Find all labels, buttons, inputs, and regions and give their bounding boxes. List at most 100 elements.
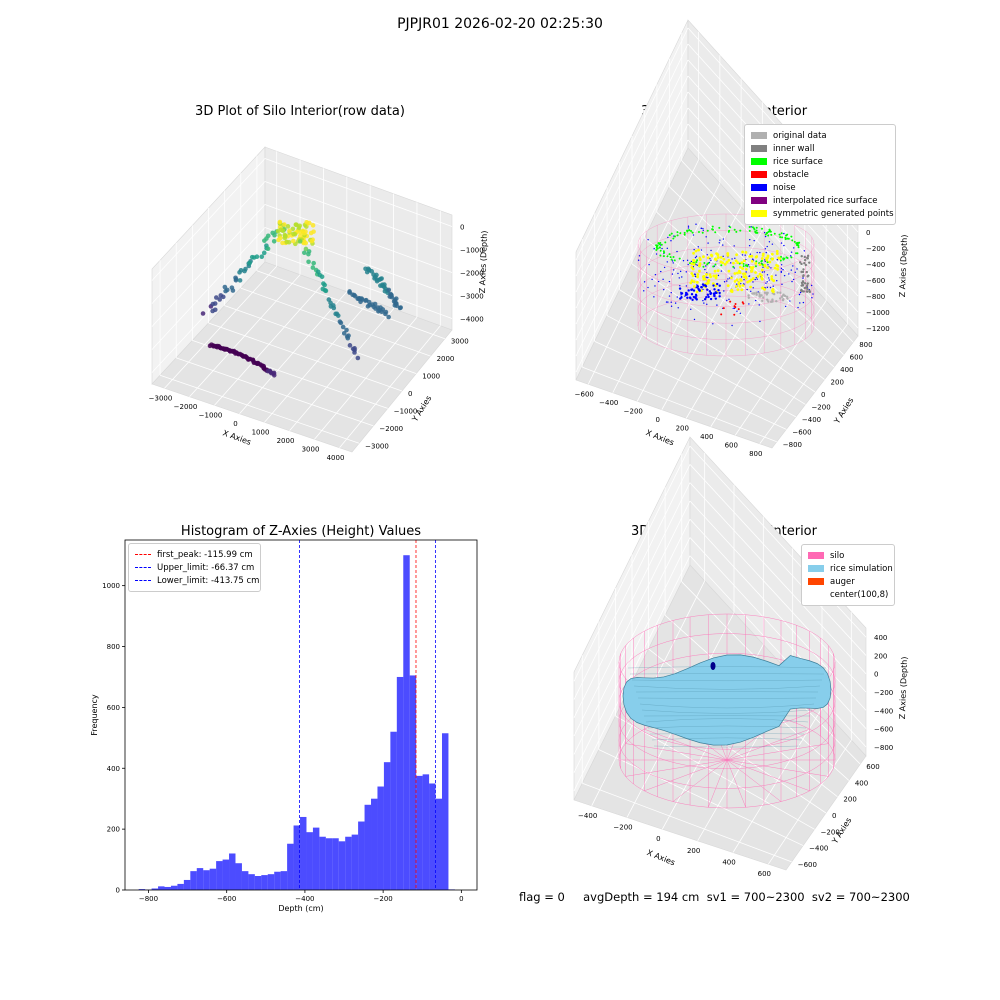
rice-mesh-line — [651, 737, 803, 741]
rice-surface-point — [732, 265, 735, 268]
original-point — [755, 293, 758, 296]
grid-y — [176, 357, 374, 427]
noise-point — [643, 290, 645, 292]
noise-point — [758, 304, 760, 306]
rice-surface-point — [790, 256, 793, 259]
data-point — [296, 225, 302, 230]
symmetric-point — [736, 261, 740, 265]
legend-swatch — [751, 132, 767, 139]
noise-point — [799, 302, 801, 304]
symmetric-point — [698, 269, 701, 273]
y-tick-label: −400 — [809, 845, 828, 853]
inner-wall-point — [803, 258, 807, 262]
original-point — [783, 294, 787, 298]
rice-surface-point — [739, 229, 742, 232]
z-tick-label: 0 — [460, 224, 464, 232]
symmetric-point — [744, 250, 748, 254]
x-tick-label: 400 — [722, 859, 735, 867]
noise-point — [751, 258, 754, 260]
rice-surface-point — [672, 255, 675, 258]
data-point — [379, 309, 385, 315]
hist-bar — [325, 838, 333, 890]
rice-surface-point — [786, 237, 789, 240]
silo-floor-spoke — [625, 743, 728, 761]
data-point — [278, 227, 284, 233]
symmetric-point — [729, 289, 733, 293]
data-point — [238, 267, 244, 273]
noise-point — [661, 247, 663, 250]
rice-surface-point — [796, 243, 799, 246]
y-tick-label: −200 — [821, 828, 840, 836]
data-point — [271, 372, 277, 378]
grid-y — [208, 322, 403, 392]
data-point — [311, 260, 316, 266]
rice-surface-point — [778, 233, 781, 236]
rice-surface-point — [688, 229, 691, 232]
noise-point — [730, 262, 732, 264]
rice-surface-point — [779, 259, 782, 262]
hist-bar — [280, 871, 288, 890]
noise-point — [726, 299, 728, 302]
noise-point — [749, 238, 751, 241]
symmetric-point — [771, 257, 775, 261]
legend-entry: Lower_limit: -413.75 cm — [135, 574, 259, 587]
rice-surface-point — [786, 256, 789, 259]
grid-z-left — [573, 445, 691, 682]
noise-point — [766, 274, 769, 276]
symmetric-point — [750, 259, 754, 263]
noise-point — [706, 254, 709, 256]
original-point — [780, 295, 784, 299]
noise-point — [743, 278, 745, 281]
grid-y — [631, 263, 816, 393]
z-tick-label: −400 — [874, 707, 893, 715]
data-point — [243, 266, 248, 272]
noise-point — [782, 268, 784, 271]
hist-bar — [229, 853, 236, 890]
x-tick-label: 600 — [758, 870, 771, 878]
obstacle-point — [741, 301, 744, 304]
noise-point — [755, 277, 757, 279]
noise-point — [718, 242, 721, 244]
z-tick-label: 0 — [874, 671, 878, 679]
symmetric-point — [766, 256, 770, 260]
symmetric-point — [761, 254, 765, 257]
rice-surface-point — [668, 253, 671, 256]
noise-point — [797, 306, 799, 309]
data-point — [261, 250, 267, 256]
symmetric-point — [726, 284, 730, 288]
rice-surface-point — [655, 244, 658, 247]
symmetric-point — [690, 279, 694, 283]
grid-z-back — [264, 227, 453, 296]
legend-swatch — [808, 552, 824, 559]
noise-point — [704, 268, 706, 271]
x-tick-label: 3000 — [302, 445, 320, 453]
grid-z-back — [264, 158, 453, 227]
noise-point — [728, 298, 730, 301]
rice-surface-point — [664, 241, 667, 244]
noise-point — [705, 236, 707, 238]
noise-cluster-point — [692, 289, 696, 292]
noise-point — [700, 227, 702, 230]
symmetric-point — [708, 273, 712, 277]
rice-surface-point — [768, 229, 771, 232]
hist-bar — [164, 886, 171, 890]
symmetric-point — [730, 276, 733, 280]
hist-bar — [371, 798, 378, 890]
rice-mesh-line — [647, 725, 807, 729]
hist-bar — [170, 885, 178, 890]
data-point — [251, 255, 257, 260]
data-point — [217, 297, 222, 302]
symmetric-point — [716, 269, 720, 273]
noise-point — [750, 290, 752, 293]
symmetric-point — [775, 249, 779, 253]
hist-bar — [403, 555, 410, 890]
noise-point — [654, 285, 656, 287]
noise-point — [789, 300, 791, 302]
noise-point — [682, 259, 685, 262]
noise-cluster-point — [703, 298, 707, 301]
noise-cluster-point — [705, 296, 708, 299]
noise-cluster-point — [714, 297, 717, 300]
y-tick-label: 400 — [107, 765, 120, 773]
data-point — [373, 306, 378, 311]
rice-mesh-line — [645, 718, 809, 723]
